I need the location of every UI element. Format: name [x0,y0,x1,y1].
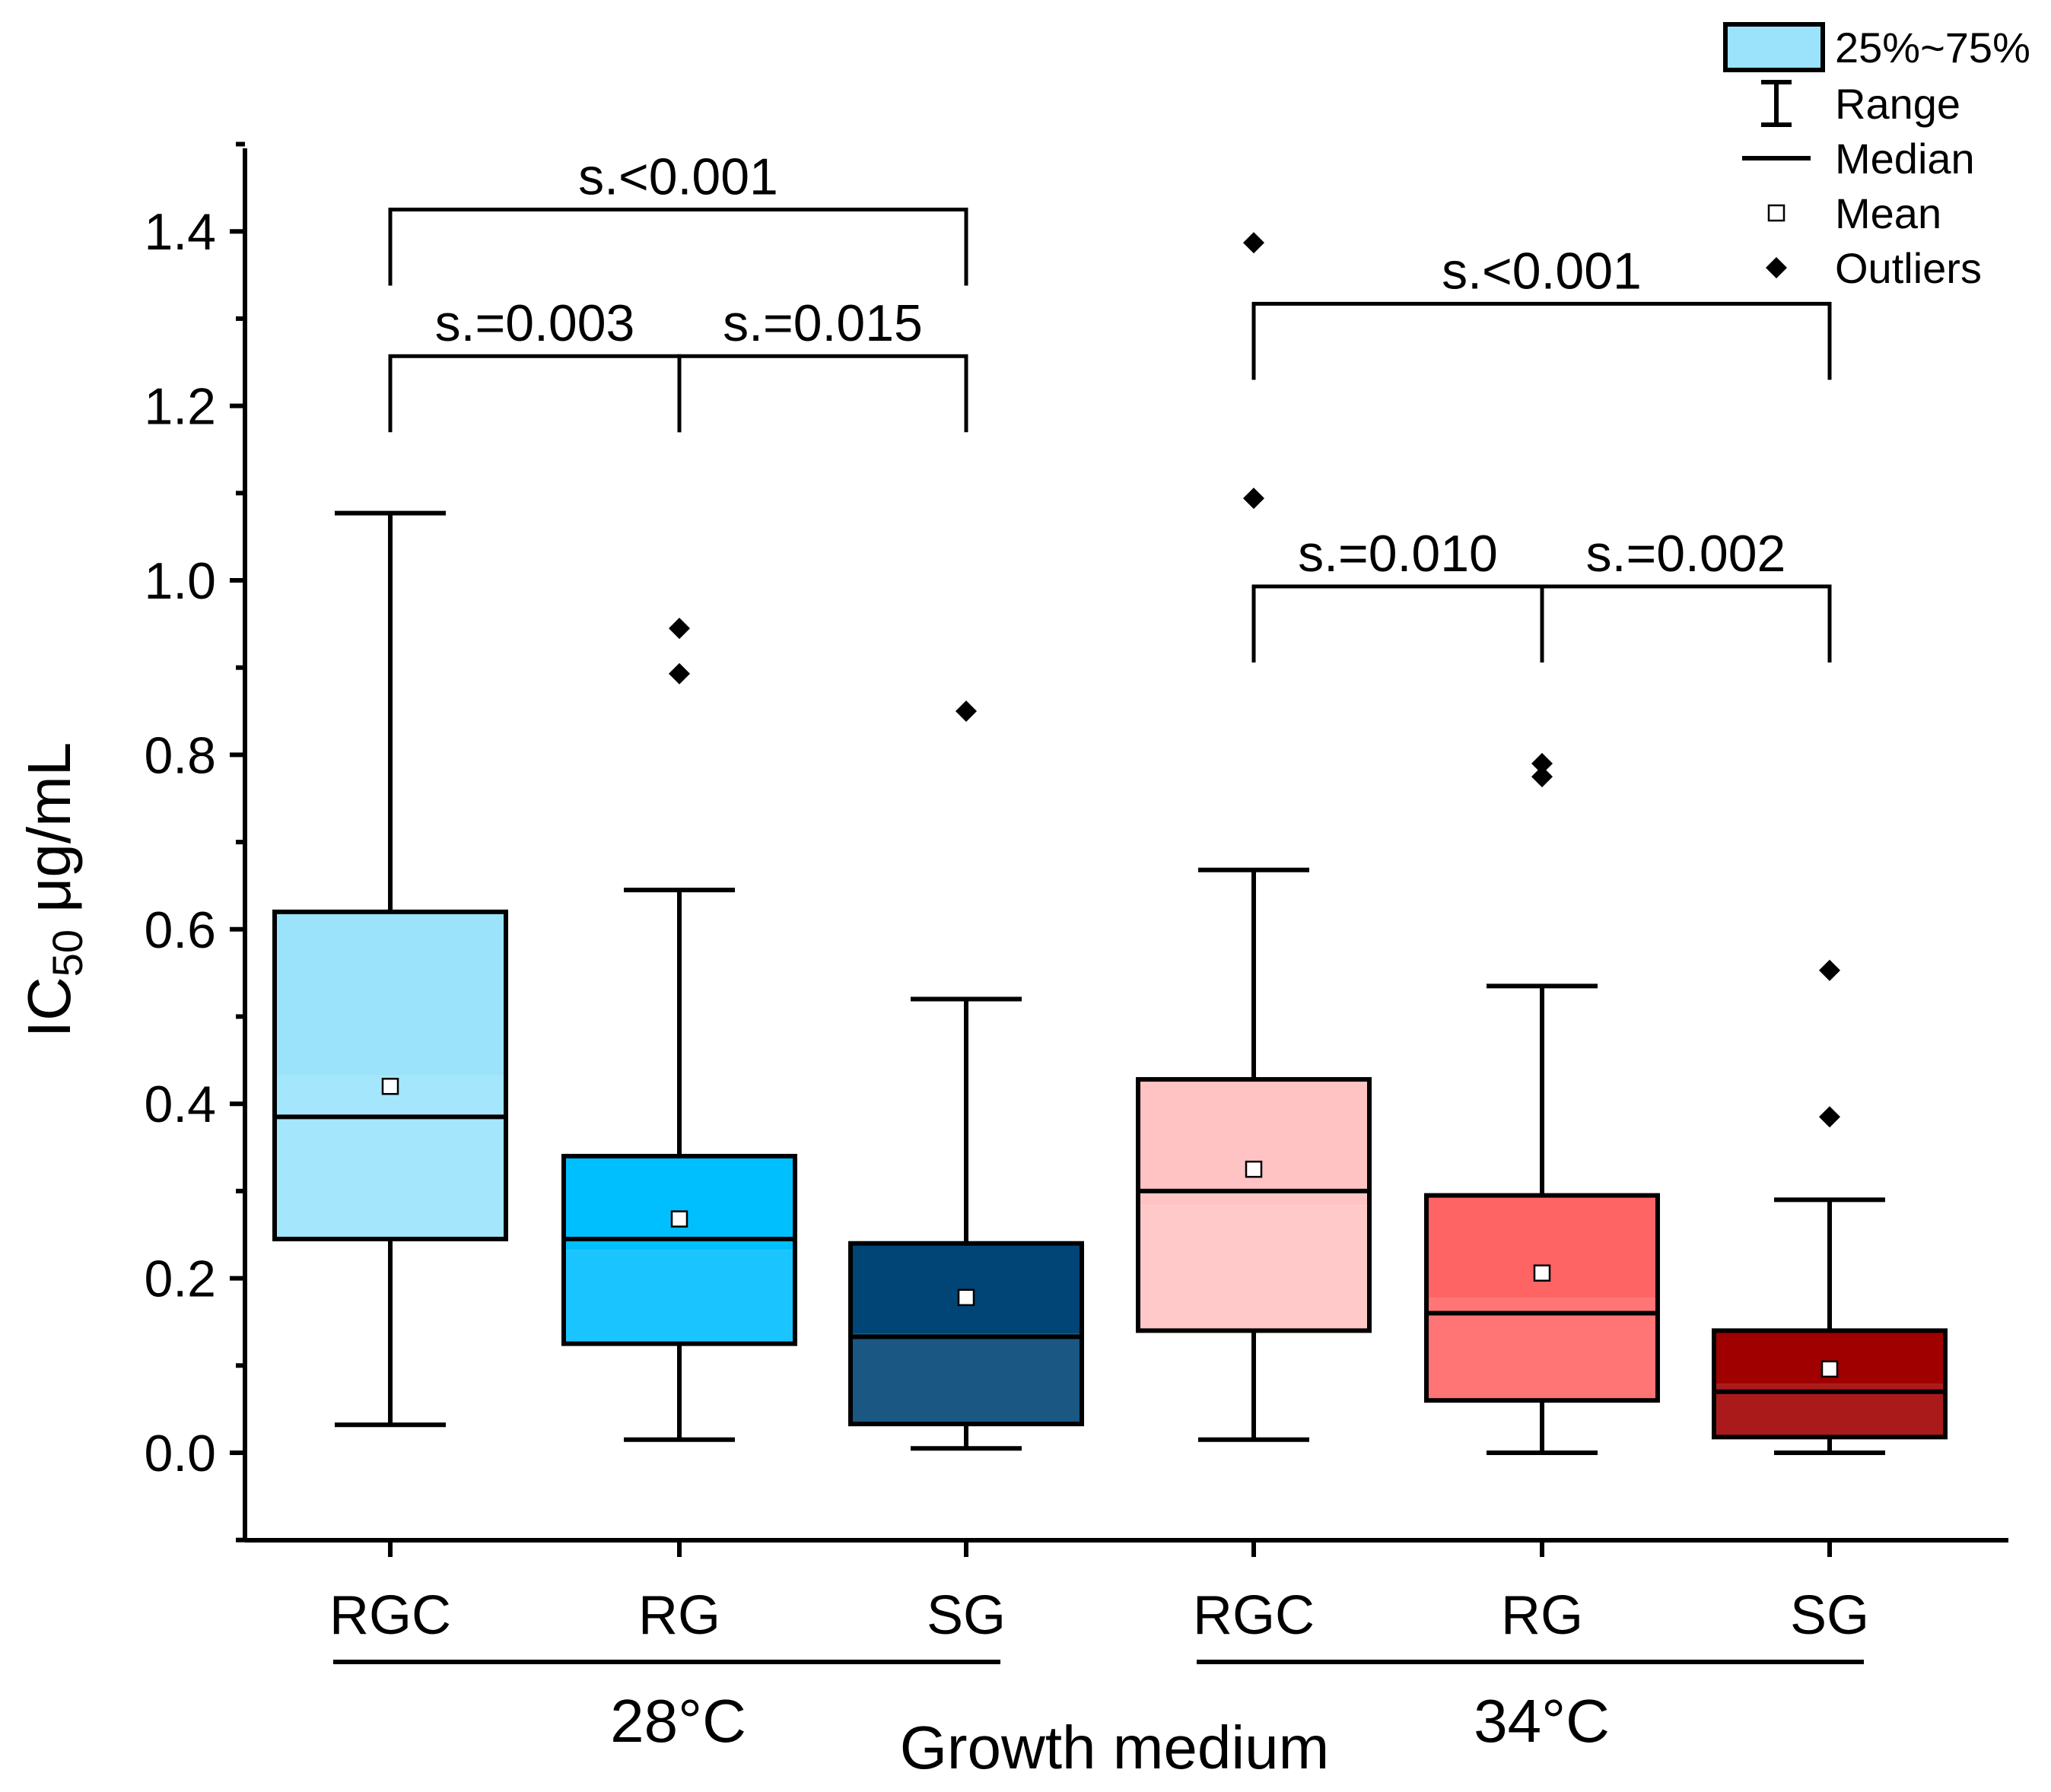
mean-marker [381,1078,399,1095]
legend-item-outliers: Outliers [1766,244,1982,292]
outlier-point [1243,488,1264,510]
outlier-point [1819,959,1840,981]
legend-label: Median [1835,135,1975,183]
significance-bracket: s.=0.002 [1540,525,1832,663]
axes: 0.0 0.2 0.4 0.6 0.8 1.0 1.2 1.4 [144,141,2008,1557]
y-axis-title-subscript: 50 [43,929,91,977]
box-fill-lower [564,1250,795,1344]
significance-brackets: s.<0.001 s.=0.003 s.=0.015 s.<0.001 s.=0.010… [388,148,1832,663]
box-outline [1424,1193,1660,1403]
box-fill-lower [275,1075,506,1239]
y-axis-title-unit: μg/mL [15,742,83,929]
legend-outlier-swatch [1766,257,1787,278]
legend-label: 25%~75% [1835,24,2030,71]
bracket-line [388,354,682,433]
box-outline [848,1241,1084,1427]
mean-marker [1533,1264,1551,1282]
legend: 25%~75% Range Median Mean Outliers [1723,22,2030,292]
group-label: 28°C [610,1687,746,1755]
x-axis-labels: RGC RG SG 28°C RGC RG SG 34°C [329,1585,1869,1755]
significance-bracket: s.=0.010 [1251,525,1544,663]
box-RGC-28 [272,510,508,1428]
box-fill-lower [851,1333,1082,1425]
x-tick-label: RGC [329,1585,451,1646]
significance-label: s.=0.015 [723,294,923,352]
significance-bracket: s.<0.001 [1251,242,1832,380]
x-tick-label: RG [638,1585,720,1646]
bracket-line [677,354,968,433]
significance-bracket: s.=0.015 [677,294,968,433]
outlier-point [1531,766,1553,788]
legend-item-mean: Mean [1767,189,1941,237]
significance-bracket: s.=0.003 [388,294,682,433]
box-SG-28 [848,701,1084,1451]
y-tick-label: 1.0 [144,552,216,610]
significance-bracket: s.<0.001 [388,148,968,286]
significance-label: s.<0.001 [578,148,778,206]
x-tick-label: SG [1790,1585,1869,1646]
x-tick-label: RG [1501,1585,1583,1646]
box-fill-lower [1138,1205,1369,1331]
significance-label: s.=0.003 [435,294,635,352]
box-fill-upper [1138,1079,1369,1206]
outlier-point [1243,232,1264,254]
bracket-line [1251,301,1832,380]
outlier-point [1819,1106,1840,1128]
bracket-line [1540,584,1832,663]
y-tick-label: 0.6 [144,901,216,959]
box-series [272,232,1948,1455]
box-fill-upper [275,911,506,1076]
x-axis-title: Growth medium [900,1714,1330,1781]
legend-label: Outliers [1835,244,1982,292]
box-RGC-34 [1136,232,1372,1442]
x-tick-label: SG [927,1585,1006,1646]
box-outline [1712,1328,1948,1440]
outlier-point [1531,752,1553,774]
legend-item-box: 25%~75% [1723,22,2030,72]
group-label: 34°C [1474,1687,1610,1755]
legend-mean-swatch [1767,204,1785,222]
mean-marker [1820,1360,1839,1378]
y-tick-label: 1.4 [144,203,216,261]
box-fill-upper [851,1243,1082,1334]
box-fill-upper [1426,1195,1658,1298]
significance-label: s.<0.001 [1442,242,1642,300]
y-tick-label: 0.8 [144,726,216,784]
mean-marker [670,1210,688,1228]
box-fill-upper [564,1156,795,1250]
outlier-point [669,662,690,685]
y-axis-title: IC50 μg/mL [15,742,91,1037]
box-outline [272,909,508,1241]
legend-box-swatch [1723,22,1825,72]
x-tick-label: RGC [1193,1585,1315,1646]
legend-label: Range [1835,80,1960,128]
y-tick-label: 1.2 [144,378,216,436]
y-axis-title-main: IC [15,977,83,1037]
y-tick-label: 0.4 [144,1076,216,1133]
outlier-point [669,618,690,640]
mean-marker [1245,1160,1263,1178]
bracket-line [388,208,968,286]
mean-marker [957,1288,975,1307]
significance-label: s.=0.010 [1298,525,1498,583]
outlier-point [956,701,977,723]
significance-label: s.=0.002 [1586,525,1786,583]
box-SG-34 [1712,959,1948,1455]
legend-label: Mean [1835,189,1941,237]
legend-item-median: Median [1742,135,1975,183]
box-outline [561,1154,797,1346]
legend-item-range: Range [1761,80,1960,128]
box-RG-28 [561,618,797,1442]
bracket-line [1251,584,1544,663]
y-tick-label: 0.2 [144,1250,216,1308]
y-tick-label: 0.0 [144,1425,216,1482]
box-outline [1136,1077,1372,1333]
box-RG-34 [1424,752,1660,1455]
